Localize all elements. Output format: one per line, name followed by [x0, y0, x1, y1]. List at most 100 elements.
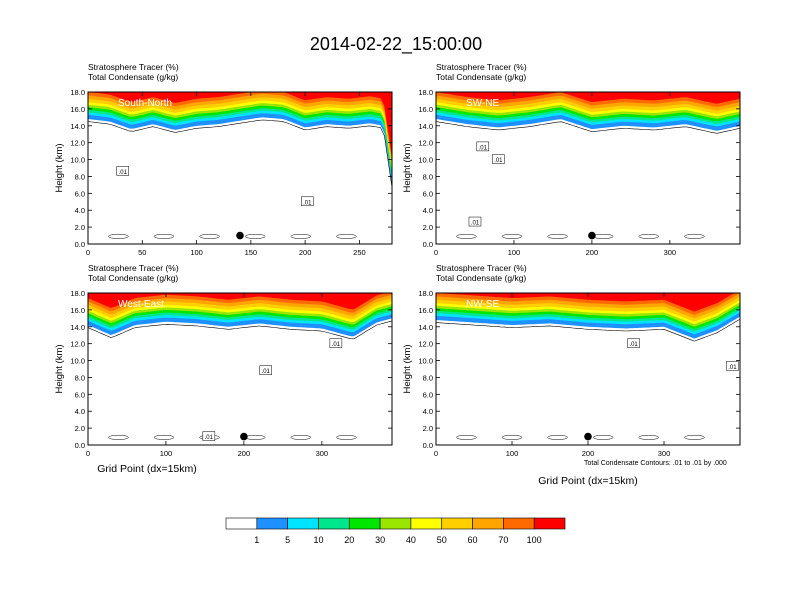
location-marker: [588, 231, 596, 240]
location-marker: [584, 432, 592, 441]
panel-header-line2: Total Condensate (g/kg): [88, 72, 178, 82]
colorbar-segment: [348, 517, 381, 530]
y-tick-label: 10.0: [70, 156, 85, 165]
panel-nw-se: Stratosphere Tracer (%)Total Condensate …: [402, 263, 741, 458]
colorbar-segment: [472, 517, 504, 530]
condensate-contour: [336, 233, 357, 239]
condensate-contour: [501, 434, 523, 440]
panel-header-line1: Stratosphere Tracer (%): [88, 263, 179, 273]
xlabel-right: Grid Point (dx=15km): [538, 475, 638, 487]
x-tick-label: 200: [238, 449, 251, 458]
condensate-contour: [153, 434, 175, 440]
y-tick-label: 12.0: [70, 139, 85, 148]
contour-label-box: [627, 338, 640, 348]
condensate-contour: [290, 233, 312, 239]
condensate-contour: [501, 233, 523, 239]
contour-label: .01: [629, 342, 638, 348]
contour-label: .01: [494, 158, 503, 164]
panel-header-line2: Total Condensate (g/kg): [88, 273, 178, 283]
x-tick-label: 300: [664, 248, 677, 257]
contour-label: .01: [262, 369, 271, 375]
panel-header-line1: Stratosphere Tracer (%): [88, 62, 179, 72]
y-tick-label: 10.0: [418, 156, 433, 165]
y-tick-label: 16.0: [418, 306, 433, 315]
colorbar-label: 50: [437, 535, 447, 545]
y-tick-label: 4.0: [75, 206, 85, 215]
y-tick-label: 18.0: [418, 88, 433, 97]
colorbar-label: 100: [527, 535, 542, 545]
y-tick-label: 6.0: [423, 189, 433, 198]
panel-west-east: Stratosphere Tracer (%)Total Condensate …: [54, 263, 393, 458]
y-tick-label: 4.0: [423, 206, 433, 215]
y-tick-label: 18.0: [70, 88, 85, 97]
condensate-contour: [290, 434, 312, 440]
y-axis-label: Height (km): [402, 143, 413, 192]
condensate-contour: [456, 434, 477, 440]
y-tick-label: 10.0: [70, 357, 85, 366]
colorbar-segment: [318, 517, 350, 530]
condensate-contour: [592, 434, 614, 440]
x-tick-label: 50: [138, 248, 146, 257]
x-tick-label: 100: [506, 449, 519, 458]
y-tick-label: 10.0: [418, 357, 433, 366]
location-marker: [236, 231, 244, 240]
y-tick-label: 8.0: [75, 172, 85, 181]
y-tick-label: 12.0: [70, 340, 85, 349]
contour-label-box: [492, 154, 505, 164]
y-tick-label: 14.0: [70, 122, 85, 131]
colorbar-segment: [441, 517, 473, 530]
panel-header-line2: Total Condensate (g/kg): [436, 273, 526, 283]
plot-frame: [87, 292, 393, 446]
condensate-contour: [336, 434, 357, 440]
contour-label: .01: [332, 342, 341, 348]
colorbar-segment: [379, 517, 412, 530]
contour-label: .01: [471, 221, 480, 227]
x-tick-label: 150: [245, 248, 258, 257]
y-tick-label: 6.0: [75, 189, 85, 198]
y-tick-label: 8.0: [423, 172, 433, 181]
y-tick-label: 6.0: [423, 390, 433, 399]
contour-label: .01: [205, 435, 214, 441]
y-tick-label: 0.0: [423, 441, 433, 450]
condensate-contour: [684, 233, 705, 239]
y-tick-label: 16.0: [70, 306, 85, 315]
panel-south-north: Stratosphere Tracer (%)Total Condensate …: [54, 62, 393, 257]
condensate-contour: [87, 320, 393, 340]
contour-label-box: [116, 166, 129, 176]
y-tick-label: 2.0: [423, 223, 433, 232]
colorbar-label: 20: [344, 535, 354, 545]
plot-frame: [87, 91, 393, 245]
y-tick-label: 4.0: [423, 407, 433, 416]
y-tick-label: 14.0: [70, 323, 85, 332]
y-tick-label: 0.0: [75, 441, 85, 450]
colorbar: 1 5 10 20 30 40 50 60 70 100: [225, 517, 566, 545]
y-tick-label: 18.0: [70, 289, 85, 298]
y-tick-label: 0.0: [423, 240, 433, 249]
y-axis-label: Height (km): [402, 344, 413, 393]
x-tick-label: 300: [658, 449, 671, 458]
y-tick-label: 16.0: [70, 105, 85, 114]
colorbar-label: 5: [285, 535, 290, 545]
plot-frame: [435, 91, 741, 245]
contour-note: Total Condensate Contours: .01 to .01 by…: [584, 460, 727, 467]
contour-label-box: [259, 365, 272, 375]
x-tick-label: 300: [316, 449, 329, 458]
y-tick-label: 14.0: [418, 122, 433, 131]
condensate-contour: [456, 233, 477, 239]
x-tick-label: 100: [508, 248, 521, 257]
y-tick-label: 2.0: [423, 424, 433, 433]
condensate-contour: [435, 121, 741, 134]
contour-label: .01: [303, 200, 312, 206]
condensate-contour: [638, 434, 660, 440]
tracer-band: [88, 293, 392, 310]
condensate-contour: [108, 434, 129, 440]
condensate-contour: [435, 318, 741, 342]
condensate-contour: [87, 119, 393, 188]
y-tick-label: 18.0: [418, 289, 433, 298]
x-tick-label: 250: [353, 248, 366, 257]
y-tick-label: 2.0: [75, 424, 85, 433]
contour-label-box: [468, 216, 482, 227]
x-tick-label: 200: [586, 248, 599, 257]
y-tick-label: 14.0: [418, 323, 433, 332]
contour-label: .01: [728, 365, 737, 371]
